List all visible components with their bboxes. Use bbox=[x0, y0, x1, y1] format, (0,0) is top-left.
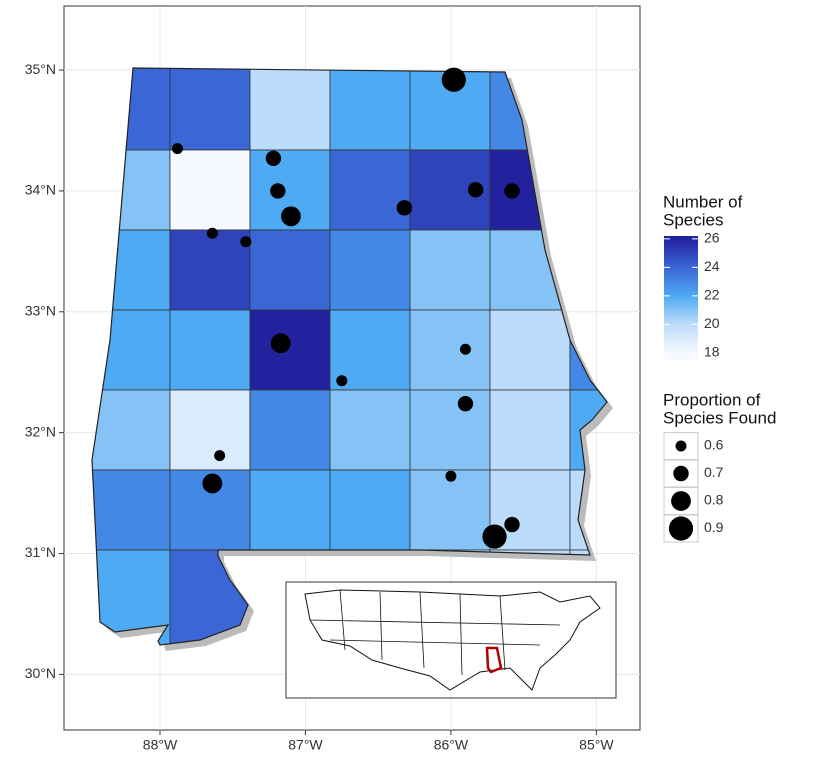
county bbox=[249, 309, 331, 391]
site bbox=[459, 343, 471, 355]
colorbar-label: 24 bbox=[704, 258, 720, 274]
legend-title: Number of bbox=[663, 192, 743, 211]
colorbar-label: 26 bbox=[704, 230, 720, 246]
y-tick-label: 34°N bbox=[25, 182, 56, 198]
y-tick-label: 35°N bbox=[25, 61, 56, 77]
y-tick-label: 33°N bbox=[25, 302, 56, 318]
legend-title: Proportion of bbox=[663, 390, 761, 409]
x-tick-label: 85°W bbox=[579, 737, 614, 753]
county bbox=[329, 469, 411, 551]
site bbox=[504, 516, 520, 533]
county bbox=[169, 229, 251, 311]
colorbar bbox=[664, 236, 698, 360]
site bbox=[202, 473, 223, 494]
county bbox=[249, 68, 331, 151]
county bbox=[329, 68, 411, 151]
site bbox=[445, 470, 457, 482]
size-label: 0.9 bbox=[704, 519, 724, 535]
county bbox=[489, 309, 571, 391]
size-swatch bbox=[675, 440, 687, 452]
site bbox=[214, 450, 226, 462]
site bbox=[171, 143, 183, 155]
site bbox=[457, 395, 474, 412]
site bbox=[270, 183, 286, 199]
size-swatch bbox=[671, 491, 691, 511]
y-tick-label: 31°N bbox=[25, 544, 56, 560]
colorbar-label: 20 bbox=[704, 315, 720, 331]
county bbox=[329, 149, 411, 231]
county bbox=[169, 309, 251, 391]
site bbox=[281, 206, 301, 227]
size-swatch bbox=[673, 465, 689, 482]
county bbox=[169, 149, 251, 231]
site bbox=[467, 182, 484, 198]
colorbar-label: 18 bbox=[704, 344, 720, 360]
colorbar-label: 22 bbox=[704, 287, 720, 303]
site bbox=[504, 183, 520, 199]
x-tick-label: 87°W bbox=[288, 737, 323, 753]
county bbox=[169, 68, 251, 151]
size-label: 0.8 bbox=[704, 492, 724, 508]
county bbox=[92, 389, 171, 471]
site bbox=[206, 227, 218, 239]
size-swatch bbox=[668, 516, 694, 541]
county bbox=[409, 389, 491, 471]
inset-map bbox=[285, 581, 617, 699]
county bbox=[489, 389, 571, 471]
site bbox=[396, 200, 413, 216]
size-label: 0.7 bbox=[704, 464, 724, 480]
site bbox=[441, 67, 466, 92]
county bbox=[409, 309, 491, 391]
y-tick-label: 32°N bbox=[25, 423, 56, 439]
state-outline bbox=[91, 67, 608, 646]
size-label: 0.6 bbox=[704, 437, 724, 453]
x-tick-label: 88°W bbox=[143, 737, 178, 753]
site bbox=[240, 236, 252, 248]
site bbox=[336, 375, 348, 387]
county bbox=[249, 469, 331, 551]
y-tick-label: 30°N bbox=[25, 665, 56, 681]
site bbox=[265, 150, 282, 166]
county bbox=[249, 229, 331, 311]
x-tick-label: 86°W bbox=[434, 737, 469, 753]
legend-title: Species bbox=[663, 210, 723, 229]
county bbox=[92, 469, 171, 551]
county bbox=[329, 389, 411, 471]
legend-title: Species Found bbox=[663, 408, 776, 427]
county bbox=[409, 469, 491, 551]
site bbox=[482, 524, 507, 549]
county bbox=[249, 389, 331, 471]
county bbox=[409, 229, 491, 311]
site bbox=[270, 333, 291, 354]
county bbox=[329, 229, 411, 311]
county bbox=[169, 389, 251, 471]
